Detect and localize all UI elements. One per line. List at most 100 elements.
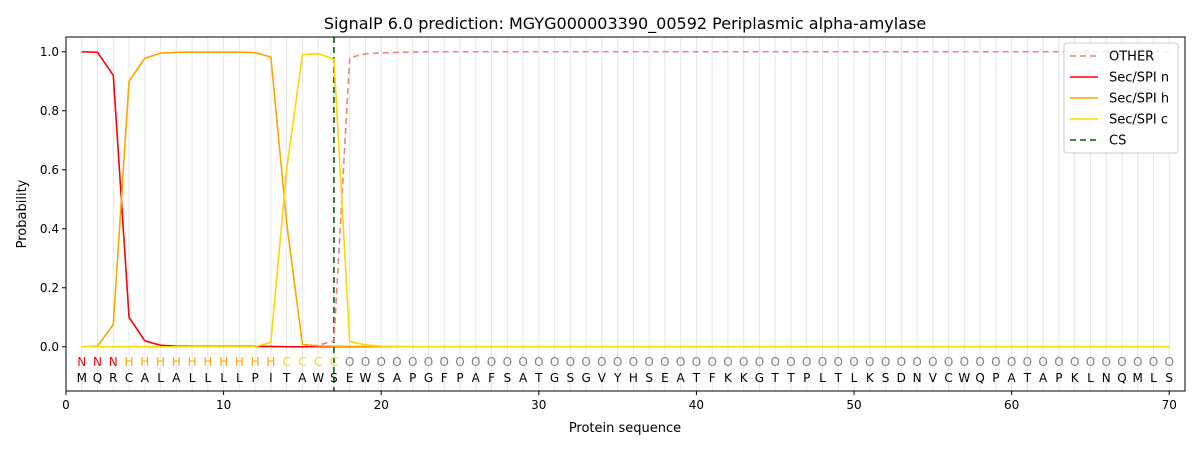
residue-annotation-label: O	[408, 355, 417, 369]
residue-letter: M	[1133, 371, 1143, 385]
residue-letter: K	[866, 371, 875, 385]
residue-annotation-label: H	[140, 355, 149, 369]
residue-annotation-label: O	[960, 355, 969, 369]
residue-annotation-label: O	[629, 355, 638, 369]
x-tick-label: 50	[846, 398, 861, 412]
residue-letter: P	[803, 371, 810, 385]
residue-letter: S	[567, 371, 575, 385]
residue-annotation-label: O	[802, 355, 811, 369]
residue-annotation-label: O	[581, 355, 590, 369]
residue-letter: A	[393, 371, 402, 385]
residue-letter: T	[834, 371, 843, 385]
residue-letter: M	[77, 371, 87, 385]
residue-letter: L	[236, 371, 243, 385]
residue-annotation-label: O	[550, 355, 559, 369]
y-tick-label: 0.4	[40, 222, 59, 236]
x-tick-label: 10	[216, 398, 231, 412]
residue-letter: G	[581, 371, 590, 385]
residue-letter: G	[755, 371, 764, 385]
residue-letter: A	[172, 371, 181, 385]
residue-annotation-label: H	[251, 355, 260, 369]
residue-letter: L	[1087, 371, 1094, 385]
residue-letter: F	[488, 371, 495, 385]
residue-letter: G	[550, 371, 559, 385]
residue-annotation-label: O	[1101, 355, 1110, 369]
residue-letter: W	[312, 371, 324, 385]
legend: OTHER Sec/SPI n Sec/SPI h Sec/SPI c CS	[1063, 42, 1179, 154]
legend-label: Sec/SPI c	[1109, 113, 1168, 128]
residue-letter: P	[1055, 371, 1062, 385]
residue-letter: S	[330, 371, 338, 385]
residue-letter: S	[1165, 371, 1173, 385]
residue-annotation-label: O	[345, 355, 354, 369]
residue-annotation-label: N	[77, 355, 86, 369]
residue-annotation-label: H	[172, 355, 181, 369]
residue-letter: A	[1008, 371, 1017, 385]
residue-annotation-label: H	[266, 355, 275, 369]
x-tick-label: 40	[689, 398, 704, 412]
residue-letter: P	[252, 371, 259, 385]
residue-annotation-label: O	[440, 355, 449, 369]
residue-letter: E	[346, 371, 354, 385]
series-line-sec-spi-c	[81, 53, 1170, 348]
residue-letter: P	[992, 371, 999, 385]
x-axis-label: Protein sequence	[569, 421, 681, 436]
residue-annotation-label: O	[881, 355, 890, 369]
residue-annotation-label: O	[912, 355, 921, 369]
legend-box	[1063, 42, 1179, 154]
residue-annotation-label: O	[865, 355, 874, 369]
residue-letter: L	[1150, 371, 1157, 385]
residue-letter: W	[958, 371, 970, 385]
residue-annotation-label: O	[1149, 355, 1158, 369]
residue-letter: P	[409, 371, 416, 385]
residue-letter: T	[786, 371, 795, 385]
residue-letter: L	[819, 371, 826, 385]
residue-letter: L	[205, 371, 212, 385]
x-tick-label: 60	[1004, 398, 1019, 412]
residue-letter: C	[125, 371, 133, 385]
residue-annotation-label: O	[376, 355, 385, 369]
residue-annotation-label: O	[361, 355, 370, 369]
y-tick-label: 0.8	[40, 104, 59, 118]
x-tick-label: 30	[531, 398, 546, 412]
residue-annotation-label: O	[566, 355, 575, 369]
legend-label: Sec/SPI n	[1109, 71, 1169, 86]
residue-annotation-label: H	[125, 355, 134, 369]
residue-letter: L	[157, 371, 164, 385]
series-line-sec-spi-n	[81, 50, 1170, 348]
y-axis-label: Probability	[15, 179, 30, 248]
residue-letter: Q	[93, 371, 102, 385]
grid-lines	[81, 37, 1170, 391]
chart-title: SignalP 6.0 prediction: MGYG000003390_00…	[324, 14, 926, 34]
residue-annotation-label: O	[471, 355, 480, 369]
residue-annotation-label: O	[392, 355, 401, 369]
residue-annotation-label: H	[188, 355, 197, 369]
residue-annotation-label: O	[786, 355, 795, 369]
residue-letter: D	[897, 371, 906, 385]
residue-letter: T	[771, 371, 780, 385]
residue-annotation-label: H	[156, 355, 165, 369]
x-axis-ticks: 0 10 20 30 40 50 60 70	[62, 391, 1177, 412]
residue-letter: P	[456, 371, 463, 385]
residue-letter: T	[282, 371, 291, 385]
residue-annotation-label: O	[487, 355, 496, 369]
residue-letter: A	[677, 371, 686, 385]
x-tick-label: 0	[62, 398, 70, 412]
residue-annotation-label: O	[975, 355, 984, 369]
residue-letter: S	[882, 371, 890, 385]
residue-annotation-label: N	[109, 355, 118, 369]
residue-labels: NMNQNRHCHAHLHAHLHLHLHLHPHICTCACWCSOEOWOS…	[77, 355, 1174, 385]
residue-annotation-label: O	[455, 355, 464, 369]
residue-annotation-label: O	[755, 355, 764, 369]
residue-letter: R	[109, 371, 117, 385]
residue-annotation-label: C	[282, 355, 290, 369]
residue-annotation-label: O	[849, 355, 858, 369]
residue-annotation-label: O	[1023, 355, 1032, 369]
residue-letter: F	[709, 371, 716, 385]
residue-annotation-label: O	[1133, 355, 1142, 369]
residue-annotation-label: O	[991, 355, 1000, 369]
residue-letter: L	[851, 371, 858, 385]
residue-annotation-label: O	[1070, 355, 1079, 369]
residue-letter: N	[1102, 371, 1111, 385]
